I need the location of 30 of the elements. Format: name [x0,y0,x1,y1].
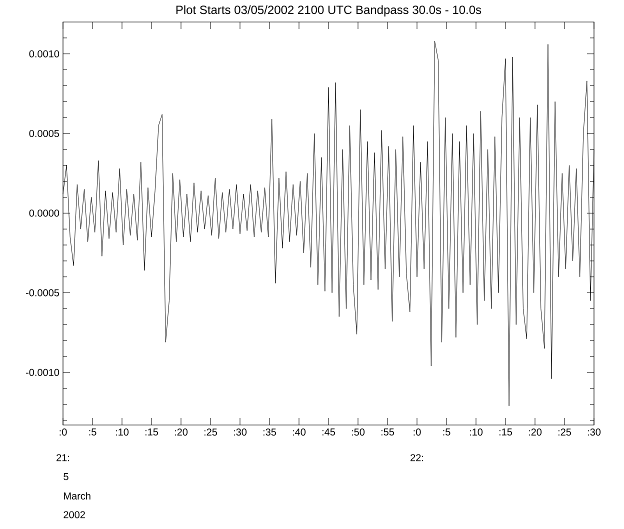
x-tick-label: :30 [234,428,247,436]
y-tick-label: -0.0010 [26,368,60,376]
x-tick-label: :35 [263,428,276,436]
text: 5 [64,473,68,480]
x-tick-label: :45 [322,428,336,436]
x-tick-label: :5 [443,428,450,436]
x-tick-label: :15 [145,428,158,436]
x-tick-label: :55 [381,428,394,436]
y-tick-label: 0.0005 [29,130,60,138]
x-tick-label: :25 [558,428,572,436]
x-tick-label: :10 [470,428,483,436]
x-tick-label: :40 [292,428,306,436]
text: 21: [56,454,70,462]
y-tick-label: 0.0000 [29,210,60,217]
x-tick-label: :25 [204,428,218,436]
x-tick-label: :0 [414,428,421,436]
x-tick-label: :50 [352,428,365,436]
chart-title: Plot Starts 03/05/2002 2100 UTC Bandpass 30.0s - 10.0s [176,5,482,16]
x-tick-label: :10 [116,428,129,436]
x-tick-label: :30 [588,428,601,436]
x-tick-label: :20 [528,428,542,436]
x-tick-label: :0 [60,428,67,436]
text: 22: [410,454,424,462]
text: March [64,492,90,500]
x-tick-label: :15 [499,428,512,436]
text: 2002 [64,511,85,518]
y-tick-label: 0.0010 [29,50,60,58]
y-tick-label: -0.0005 [26,289,60,296]
x-tick-label: :5 [89,428,96,436]
x-tick-label: :20 [174,428,188,436]
